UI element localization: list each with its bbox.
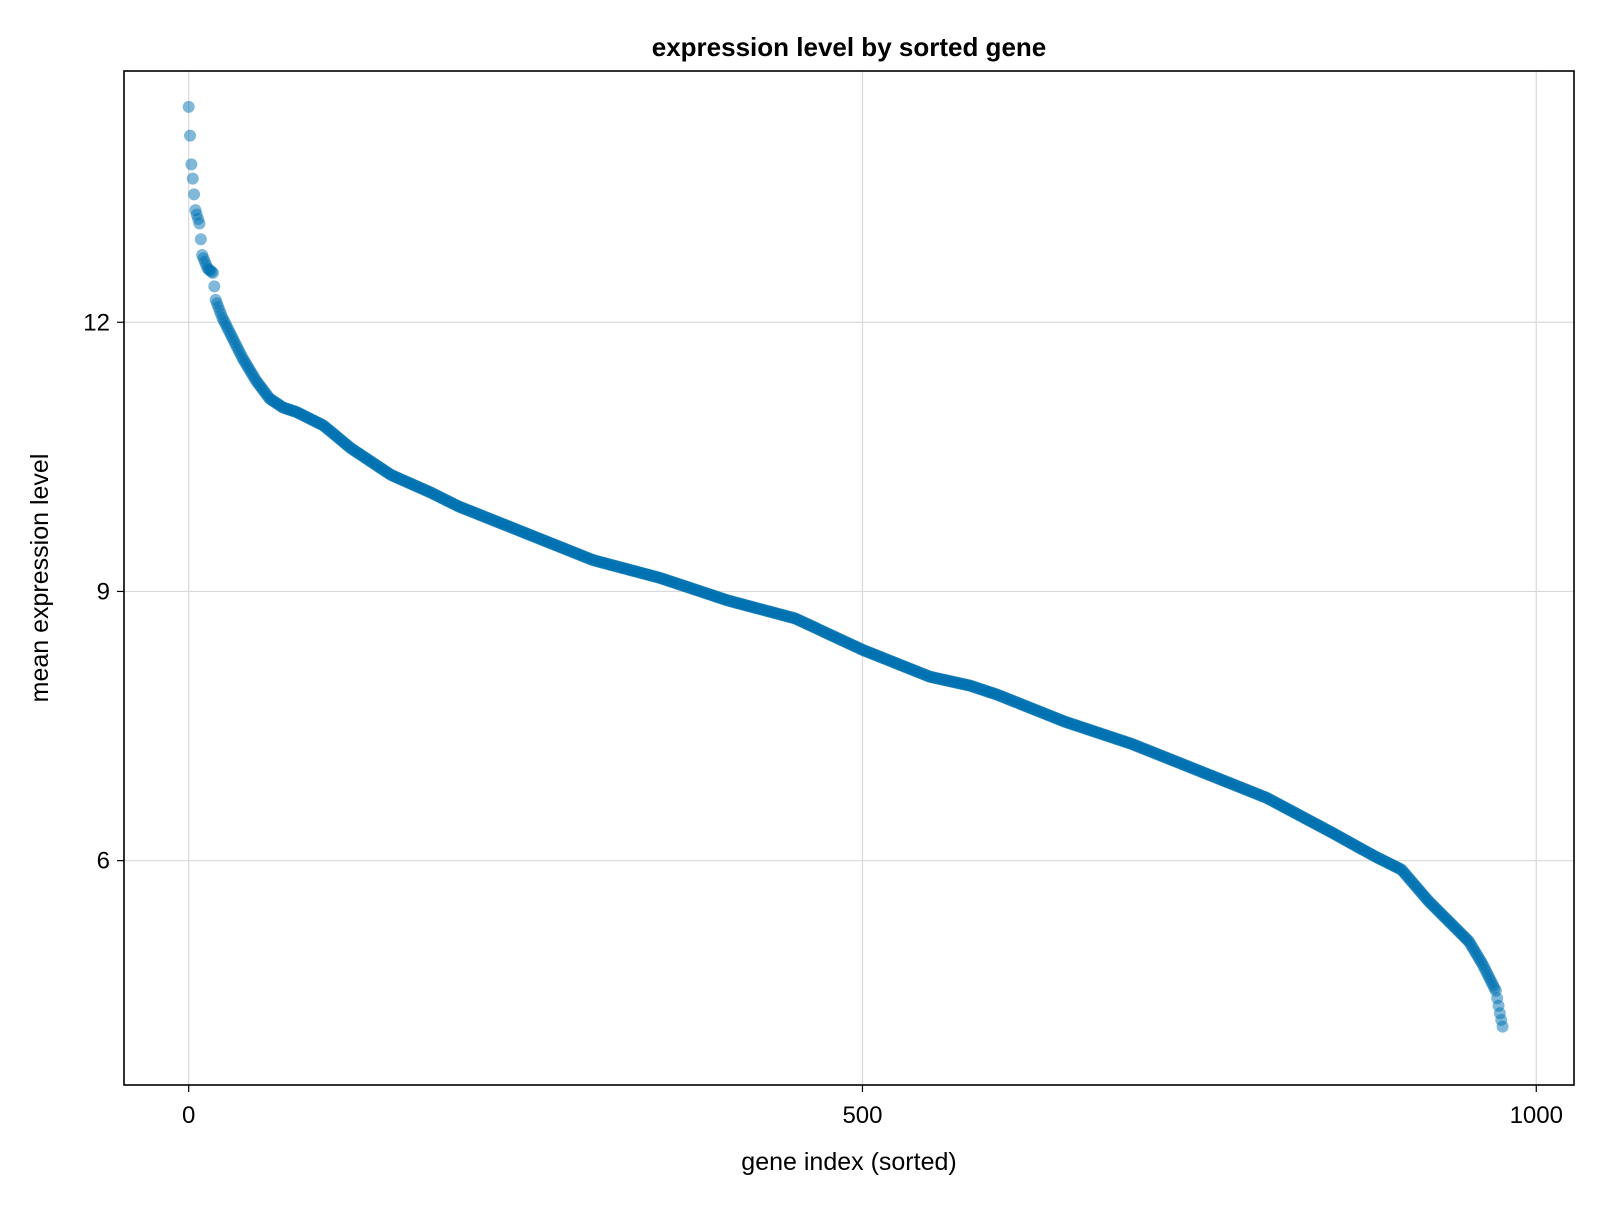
x-tick-label: 1000 xyxy=(1510,1102,1563,1129)
plot-frame xyxy=(123,70,1575,1086)
data-point xyxy=(194,233,207,246)
data-points xyxy=(182,100,1509,1033)
grid-lines xyxy=(124,71,1574,1085)
x-axis-label: gene index (sorted) xyxy=(741,1148,956,1176)
data-point xyxy=(208,280,221,293)
axis-ticks: 0 500 1000 6 9 12 xyxy=(83,309,1563,1129)
x-tick-label: 0 xyxy=(182,1102,195,1129)
data-point xyxy=(182,100,195,113)
y-tick-label: 12 xyxy=(83,309,110,336)
y-tick-label: 6 xyxy=(97,848,110,875)
data-point xyxy=(1496,1020,1509,1033)
y-tick-label: 9 xyxy=(97,578,110,605)
y-axis-label: mean expression level xyxy=(26,454,54,703)
data-point xyxy=(186,172,199,185)
data-point xyxy=(185,158,198,171)
data-point xyxy=(193,217,206,230)
x-tick-label: 500 xyxy=(842,1102,882,1129)
data-point xyxy=(206,266,219,279)
data-point xyxy=(184,129,197,142)
data-point xyxy=(188,188,201,201)
chart-title: expression level by sorted gene xyxy=(652,32,1047,62)
